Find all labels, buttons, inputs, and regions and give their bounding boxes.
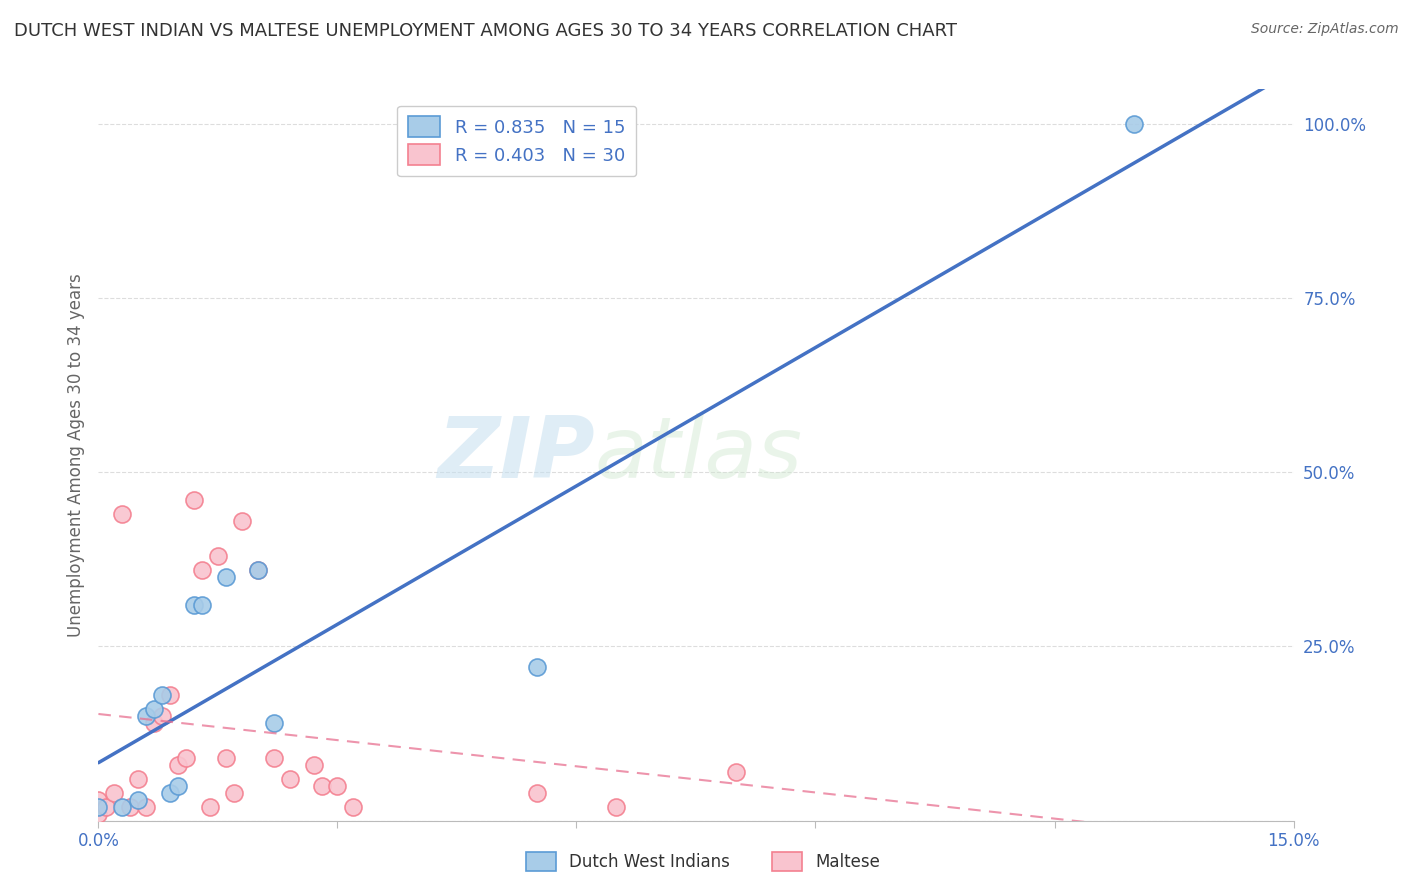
- Text: DUTCH WEST INDIAN VS MALTESE UNEMPLOYMENT AMONG AGES 30 TO 34 YEARS CORRELATION : DUTCH WEST INDIAN VS MALTESE UNEMPLOYMEN…: [14, 22, 957, 40]
- Point: [1123, 117, 1146, 131]
- Point: [183, 598, 205, 612]
- Text: atlas: atlas: [595, 413, 803, 497]
- Point: [167, 758, 190, 772]
- Point: [526, 786, 548, 800]
- Point: [135, 799, 157, 814]
- Point: [231, 514, 253, 528]
- Point: [311, 779, 333, 793]
- Point: [174, 751, 197, 765]
- Point: [135, 709, 157, 723]
- Point: [111, 507, 134, 521]
- Point: [605, 799, 627, 814]
- Point: [263, 716, 285, 731]
- Point: [278, 772, 301, 786]
- Point: [222, 786, 245, 800]
- Point: [246, 563, 269, 577]
- Point: [159, 688, 181, 702]
- Point: [143, 702, 166, 716]
- Point: [263, 751, 285, 765]
- Point: [207, 549, 229, 563]
- Point: [127, 793, 149, 807]
- Point: [215, 570, 238, 584]
- Legend: R = 0.835   N = 15, R = 0.403   N = 30: R = 0.835 N = 15, R = 0.403 N = 30: [396, 105, 637, 176]
- Point: [526, 660, 548, 674]
- Legend: Dutch West Indians, Maltese: Dutch West Indians, Maltese: [517, 843, 889, 880]
- Point: [302, 758, 325, 772]
- Point: [87, 806, 110, 821]
- Point: [150, 688, 173, 702]
- Point: [143, 716, 166, 731]
- Y-axis label: Unemployment Among Ages 30 to 34 years: Unemployment Among Ages 30 to 34 years: [66, 273, 84, 637]
- Point: [326, 779, 349, 793]
- Point: [120, 799, 142, 814]
- Point: [183, 493, 205, 508]
- Point: [191, 563, 214, 577]
- Point: [342, 799, 364, 814]
- Point: [724, 764, 747, 779]
- Point: [198, 799, 221, 814]
- Point: [87, 793, 110, 807]
- Text: ZIP: ZIP: [437, 413, 595, 497]
- Point: [87, 799, 110, 814]
- Point: [246, 563, 269, 577]
- Point: [159, 786, 181, 800]
- Point: [191, 598, 214, 612]
- Point: [150, 709, 173, 723]
- Point: [96, 799, 118, 814]
- Point: [167, 779, 190, 793]
- Point: [103, 786, 125, 800]
- Point: [127, 772, 149, 786]
- Point: [215, 751, 238, 765]
- Point: [111, 799, 134, 814]
- Text: Source: ZipAtlas.com: Source: ZipAtlas.com: [1251, 22, 1399, 37]
